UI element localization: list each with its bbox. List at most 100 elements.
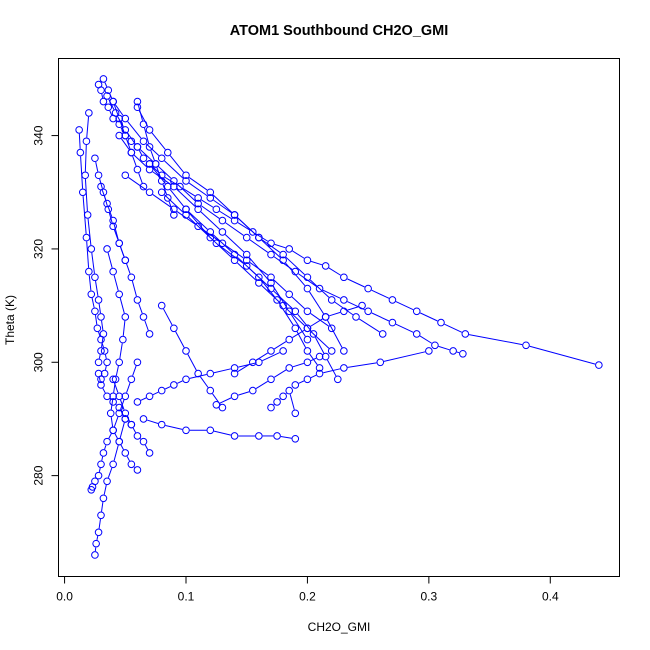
series-segment — [113, 382, 119, 393]
data-point — [115, 403, 124, 412]
series-segment — [80, 156, 84, 189]
series-segment — [323, 368, 341, 374]
data-point — [115, 131, 124, 140]
data-point — [99, 449, 108, 457]
data-point — [99, 97, 108, 106]
data-point — [230, 211, 239, 219]
series-segment — [126, 138, 131, 150]
data-point — [327, 347, 336, 355]
series-segment — [110, 416, 114, 427]
data-point — [104, 103, 113, 112]
data-point — [121, 392, 130, 401]
series-segment — [255, 380, 269, 390]
series-segment — [249, 268, 269, 287]
data-point — [206, 228, 215, 236]
data-point — [82, 137, 91, 146]
series-segment — [273, 279, 287, 293]
series-segment — [237, 262, 257, 281]
series-segment — [103, 484, 107, 495]
series-segment — [213, 199, 232, 214]
series-segment — [139, 149, 154, 162]
data-point — [206, 194, 215, 202]
data-point — [109, 267, 117, 276]
series-segment — [114, 104, 124, 116]
data-point — [109, 392, 117, 401]
data-point — [121, 126, 130, 134]
data-point — [94, 171, 103, 180]
data-point — [115, 239, 124, 248]
data-point — [93, 324, 102, 333]
data-point — [104, 205, 113, 214]
data-point — [139, 154, 148, 163]
data-point — [81, 171, 90, 180]
data-point — [163, 182, 172, 191]
series-segment — [84, 179, 88, 212]
data-point — [182, 347, 190, 355]
data-point — [242, 262, 251, 270]
data-point — [206, 386, 215, 395]
data-point — [157, 154, 166, 163]
series-segment — [213, 430, 231, 436]
series-segment — [121, 138, 130, 150]
data-point — [111, 375, 120, 384]
series-segment — [137, 105, 143, 121]
series-segment — [132, 365, 137, 376]
series-segment — [297, 313, 312, 332]
data-point — [206, 233, 215, 242]
data-point — [194, 199, 202, 208]
data-point — [182, 426, 190, 435]
series-segment — [224, 234, 245, 253]
series-segment — [322, 289, 341, 299]
data-point — [151, 160, 160, 168]
series-segment — [285, 307, 305, 327]
data-point — [303, 307, 312, 316]
data-point — [327, 324, 336, 333]
data-point — [75, 126, 83, 134]
series-segment — [138, 303, 143, 314]
series-segment — [261, 239, 281, 259]
data-point — [91, 551, 99, 559]
data-point — [303, 273, 312, 282]
series-segment — [101, 501, 104, 512]
series-segment — [237, 222, 250, 231]
data-point — [255, 358, 263, 367]
data-point — [121, 131, 130, 140]
series-segment — [98, 303, 101, 314]
data-point — [133, 143, 142, 151]
data-point — [255, 432, 263, 440]
x-axis: 0.0 0.1 0.2 0.3 0.4 — [56, 576, 559, 604]
data-point — [364, 307, 372, 316]
series-segment — [225, 222, 244, 236]
series-segment — [91, 252, 95, 274]
data-point — [121, 114, 130, 123]
series-segment — [104, 354, 107, 359]
data-point — [176, 182, 184, 191]
data-point — [139, 137, 148, 146]
series-segment — [95, 280, 99, 297]
data-point — [376, 358, 385, 367]
data-point — [315, 369, 324, 378]
series-segment — [88, 275, 92, 291]
data-point — [170, 381, 178, 389]
data-point — [218, 239, 227, 248]
series-segment — [150, 150, 155, 161]
data-point — [378, 330, 387, 338]
data-point — [121, 313, 130, 321]
data-point — [91, 307, 99, 316]
series-segment — [102, 388, 106, 394]
series-segment — [292, 250, 305, 259]
data-point — [431, 341, 439, 350]
data-point — [279, 250, 287, 259]
data-point — [115, 409, 124, 418]
data-point — [115, 437, 124, 446]
data-point — [459, 349, 467, 358]
series-segment — [152, 391, 159, 396]
series-segment — [127, 121, 142, 139]
data-point — [97, 511, 105, 520]
series-segment — [238, 391, 250, 396]
data-point — [267, 279, 275, 287]
data-point — [194, 205, 202, 214]
series-segment — [238, 362, 256, 368]
data-point — [157, 171, 166, 180]
data-point — [170, 182, 178, 191]
